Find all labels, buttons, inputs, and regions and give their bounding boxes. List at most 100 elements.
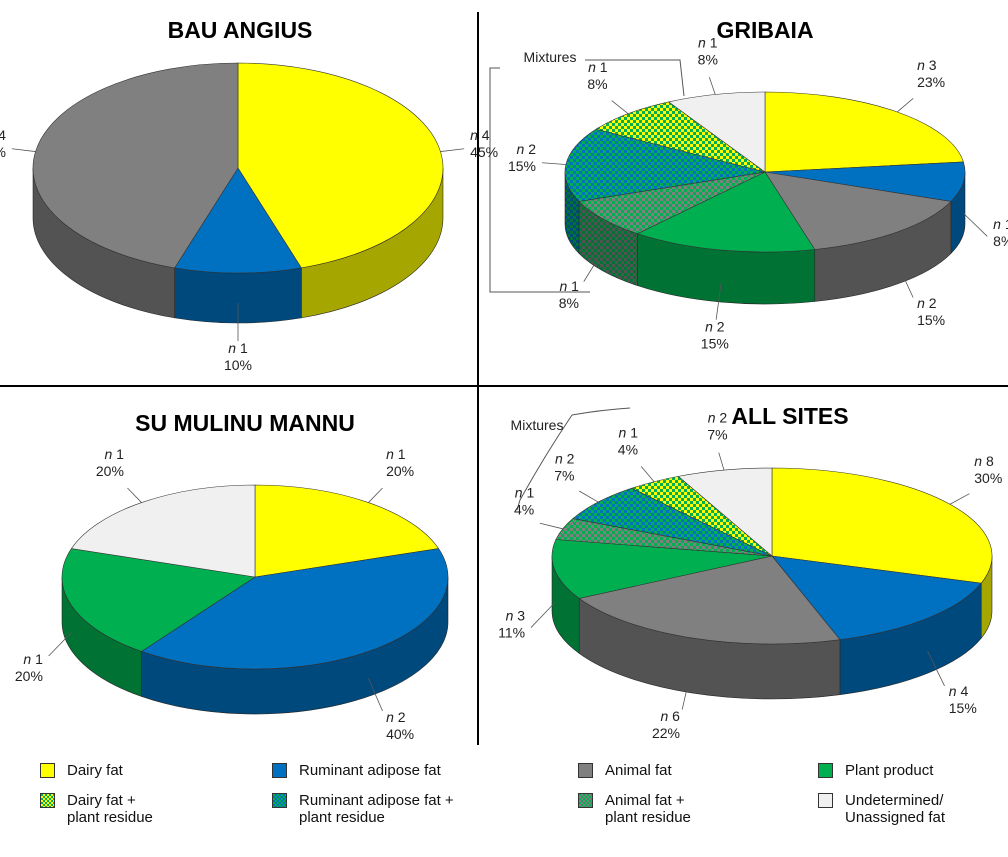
leader-line <box>11 148 36 152</box>
count-prefix: n <box>555 450 563 466</box>
slice-shade <box>174 267 302 324</box>
slice <box>32 62 239 269</box>
legend-label: Ruminant adipose fat <box>299 762 441 779</box>
slice-shade <box>141 577 449 714</box>
slice <box>771 555 982 641</box>
slice <box>551 539 773 599</box>
data-label: 4% <box>618 441 638 457</box>
count-label: n 8 <box>974 453 994 469</box>
slice-shade <box>839 583 982 695</box>
count-label: n 2 <box>555 450 575 466</box>
slice-shade <box>579 201 638 286</box>
legend-label: Dairy fat + plant residue <box>67 792 153 826</box>
legend-swatch <box>40 763 55 778</box>
legend-swatch <box>272 793 287 808</box>
count-prefix: n <box>506 608 514 624</box>
slice-shade <box>62 577 142 697</box>
count-label: n 2 <box>917 295 937 311</box>
slice <box>636 171 816 253</box>
count-prefix: n <box>386 446 394 462</box>
count-label: n 3 <box>506 608 526 624</box>
count-prefix: n <box>660 708 668 724</box>
count-prefix: n <box>559 278 567 294</box>
data-label: 20% <box>15 668 43 684</box>
count-prefix: n <box>993 216 1001 232</box>
slice <box>140 548 449 670</box>
pie-sides <box>564 171 966 305</box>
slice <box>764 91 964 173</box>
count: 1 <box>600 59 608 75</box>
slice <box>771 467 993 584</box>
slice-shade <box>301 168 444 318</box>
data-label: 40% <box>386 726 414 742</box>
pie-tops <box>551 467 993 645</box>
slice <box>61 548 256 652</box>
slice-shade <box>637 233 815 305</box>
count-label: n 4 <box>470 127 490 143</box>
leader-line <box>440 148 465 152</box>
legend-label: Undetermined/ Unassigned fat <box>845 792 946 826</box>
count: 6 <box>672 708 680 724</box>
data-label: 15% <box>508 158 536 174</box>
count: 1 <box>571 278 579 294</box>
leader-line <box>368 487 383 503</box>
data-label: 20% <box>96 463 124 479</box>
count-label: n 4 <box>949 683 969 699</box>
leader-line <box>681 670 692 710</box>
count-label: n 1 <box>228 340 248 356</box>
leader-line <box>897 98 914 113</box>
pie-labels: n 830%n 415%n 622%n 311%n 14%n 27%n 14%n… <box>498 410 1002 741</box>
count: 2 <box>398 709 406 725</box>
count-prefix: n <box>517 141 525 157</box>
count-prefix: n <box>619 424 627 440</box>
count-prefix: n <box>698 34 706 50</box>
leader-line <box>715 281 722 320</box>
leader-line <box>530 602 555 628</box>
leader-line <box>583 250 604 282</box>
legend-item: Ruminant adipose fat <box>272 762 441 779</box>
slice <box>764 171 952 250</box>
count: 8 <box>986 453 994 469</box>
slice <box>174 167 302 274</box>
count-label: n 2 <box>708 410 728 426</box>
data-label: 22% <box>652 725 680 741</box>
count-label: n 1 <box>588 59 608 75</box>
count-label: n 1 <box>993 216 1008 232</box>
count-label: n 2 <box>386 709 406 725</box>
leader-line <box>949 493 970 505</box>
annotation: Mixtures <box>511 417 564 433</box>
slice-shade <box>565 172 580 254</box>
count-prefix: n <box>974 453 982 469</box>
data-label: 8% <box>993 233 1008 249</box>
count: 4 <box>482 127 490 143</box>
count-label: n 2 <box>705 318 725 334</box>
slice <box>237 62 444 269</box>
leader-line <box>640 466 655 482</box>
legend-swatch <box>818 763 833 778</box>
slice <box>70 484 256 578</box>
data-label: 20% <box>386 463 414 479</box>
count: 2 <box>929 295 937 311</box>
count-prefix: n <box>23 651 31 667</box>
chart-title: ALL SITES <box>731 403 848 429</box>
legend-swatch <box>272 763 287 778</box>
pie-labels: n 323%n 18%n 215%n 215%n 18%n 215%n 18%n… <box>508 34 1008 351</box>
leader-line <box>718 452 725 471</box>
annotation: Mixtures <box>524 49 577 65</box>
legend-item: Animal fat <box>578 762 672 779</box>
legend-label: Dairy fat <box>67 762 123 779</box>
count-label: n 1 <box>104 446 124 462</box>
data-label: 23% <box>917 74 945 90</box>
leader-line <box>927 651 945 687</box>
count: 1 <box>398 446 406 462</box>
chart-title: BAU ANGIUS <box>168 17 313 43</box>
data-label: 45% <box>0 144 6 160</box>
legend-item: Undetermined/ Unassigned fat <box>818 792 945 826</box>
pie-tops <box>564 91 966 253</box>
count: 1 <box>240 340 248 356</box>
data-label: 15% <box>701 335 729 351</box>
data-label: 7% <box>707 427 727 443</box>
legend-item: Plant product <box>818 762 933 779</box>
